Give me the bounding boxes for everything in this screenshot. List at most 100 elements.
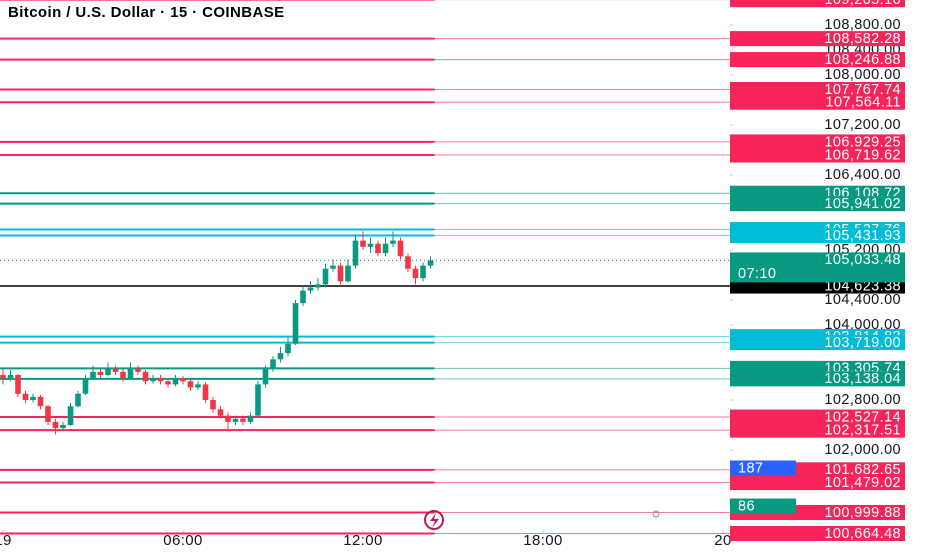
candle-body [157, 378, 164, 382]
candle-body [172, 378, 179, 385]
candle-body [30, 396, 36, 400]
level-label-box [730, 422, 905, 438]
candle-body [240, 418, 246, 422]
last-price-label: 105,033.48 [824, 252, 901, 268]
candle-body [187, 381, 194, 388]
candle-body [82, 378, 89, 394]
last-price-countdown: 07:10 [738, 266, 776, 282]
candle-body [262, 368, 269, 385]
y-tick-label: 104,000.00 [824, 317, 901, 333]
level-label: 102,317.51 [824, 422, 901, 438]
y-tick-label: 108,800.00 [824, 17, 901, 33]
candle-body [7, 375, 14, 379]
volume-badge-box [730, 460, 796, 476]
candle-body [270, 359, 276, 369]
candle-body [22, 393, 29, 400]
candle-body [105, 368, 111, 375]
candle-body [165, 381, 171, 385]
level-label: 107,767.74 [824, 82, 901, 98]
event-icon-bolt [430, 513, 439, 528]
candle-body [135, 368, 141, 372]
level-label: 106,929.25 [824, 134, 901, 150]
level-label: 101,682.65 [824, 462, 901, 478]
candle-body [360, 240, 366, 247]
candle-body [405, 256, 411, 269]
candle-body [247, 415, 254, 422]
candle-body [345, 265, 351, 282]
level-label-box [730, 409, 905, 425]
candle-body [52, 421, 59, 429]
last-price-box [730, 252, 905, 283]
candle-body [67, 406, 74, 425]
x-tick-label: 12:00 [343, 532, 383, 549]
y-tick-label: 102,000.00 [824, 442, 901, 458]
candle-body [337, 265, 344, 282]
candle-body [142, 371, 149, 382]
x-tick-label: 20 [714, 532, 732, 549]
candle-body [195, 384, 201, 388]
volume-badge-box [730, 498, 796, 514]
candle-body [285, 343, 291, 354]
event-icon[interactable] [424, 510, 444, 530]
candle-body [120, 371, 126, 379]
candle-body [15, 375, 21, 394]
candle-body [232, 418, 239, 422]
level-label-box [730, 228, 905, 244]
candle-body [45, 406, 51, 422]
candle-body [255, 384, 261, 416]
level-label: 103,719.00 [824, 335, 901, 351]
candle-body [97, 371, 104, 375]
level-label-box [730, 0, 905, 8]
candle-body [112, 368, 119, 372]
candle-body [352, 240, 359, 266]
label-layer: 109,205.16 108,582.28 108,246.88 107,767.74… [730, 0, 905, 542]
y-tick-label: 107,200.00 [824, 117, 901, 133]
volume-badge-label: 86 [738, 498, 755, 514]
level-label-box [730, 82, 905, 98]
candle-body [75, 393, 81, 407]
candle-body [300, 290, 306, 304]
candle-body [210, 400, 216, 410]
level-label-box [730, 525, 905, 541]
y-tick-label: 106,400.00 [824, 167, 901, 183]
level-label: 109,205.16 [824, 0, 901, 8]
level-label-box [730, 134, 905, 150]
candle-body [330, 265, 336, 269]
candle-body [277, 353, 284, 360]
y-tick-label: 104,400.00 [824, 292, 901, 308]
level-label-box [730, 371, 905, 387]
candle-body [322, 268, 329, 285]
candle-body [202, 384, 209, 400]
x-tick-label: 18:00 [523, 532, 563, 549]
candle-body [0, 375, 6, 379]
level-label-box [730, 475, 905, 491]
candle-body [90, 371, 96, 379]
candle-body [375, 243, 381, 254]
level-label: 105,431.93 [824, 228, 901, 244]
candle-body [292, 303, 299, 344]
level-label: 100,664.48 [824, 526, 901, 542]
level-label-box [730, 147, 905, 163]
candle-body [397, 240, 404, 257]
candle-body [367, 243, 374, 247]
candle-body [225, 415, 231, 422]
x-tick-label: 19 [0, 532, 12, 549]
level-label: 103,138.04 [824, 371, 901, 387]
x-tick-label: 06:00 [163, 532, 203, 549]
level-label: 107,564.11 [826, 95, 902, 111]
level-label: 105,941.02 [824, 196, 901, 212]
candle-body [390, 240, 396, 244]
level-label: 108,246.88 [824, 52, 901, 68]
candle-body [127, 368, 134, 379]
level-label-box [730, 52, 905, 68]
candle-body [217, 409, 224, 416]
candle-body [315, 284, 321, 288]
level-label-box [730, 196, 905, 212]
level-label: 101,479.02 [824, 475, 901, 491]
session-icon [652, 510, 660, 518]
candle-body [150, 378, 156, 382]
y-tick-label: 102,800.00 [824, 392, 901, 408]
level-label: 108,582.28 [824, 31, 901, 47]
candle-body [37, 396, 44, 407]
